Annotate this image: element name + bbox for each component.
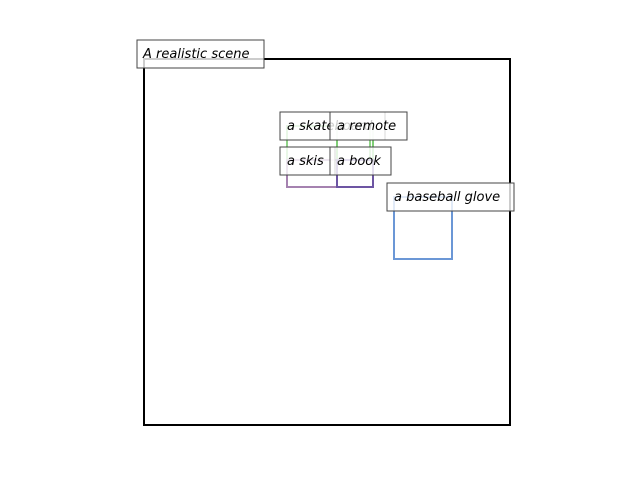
skis-label-text: a skis xyxy=(287,154,324,169)
baseball-glove-label-box xyxy=(386,182,515,212)
remote-label: a remote xyxy=(329,111,408,141)
book-label-text: a book xyxy=(337,154,381,169)
scene-caption: A realistic scene xyxy=(142,47,249,62)
remote-label-text: a remote xyxy=(337,119,396,134)
baseball-glove-label-text: a baseball glove xyxy=(394,190,500,205)
remote-label-box xyxy=(329,111,408,141)
book-label-box xyxy=(329,146,392,176)
book-label: a book xyxy=(329,146,392,176)
scene-caption-box xyxy=(136,39,265,69)
skis-label: a skis xyxy=(279,146,336,176)
scene-frame xyxy=(143,58,511,426)
scene-caption-label: A realistic scene xyxy=(136,39,265,69)
baseball-glove-label: a baseball glove xyxy=(386,182,515,212)
